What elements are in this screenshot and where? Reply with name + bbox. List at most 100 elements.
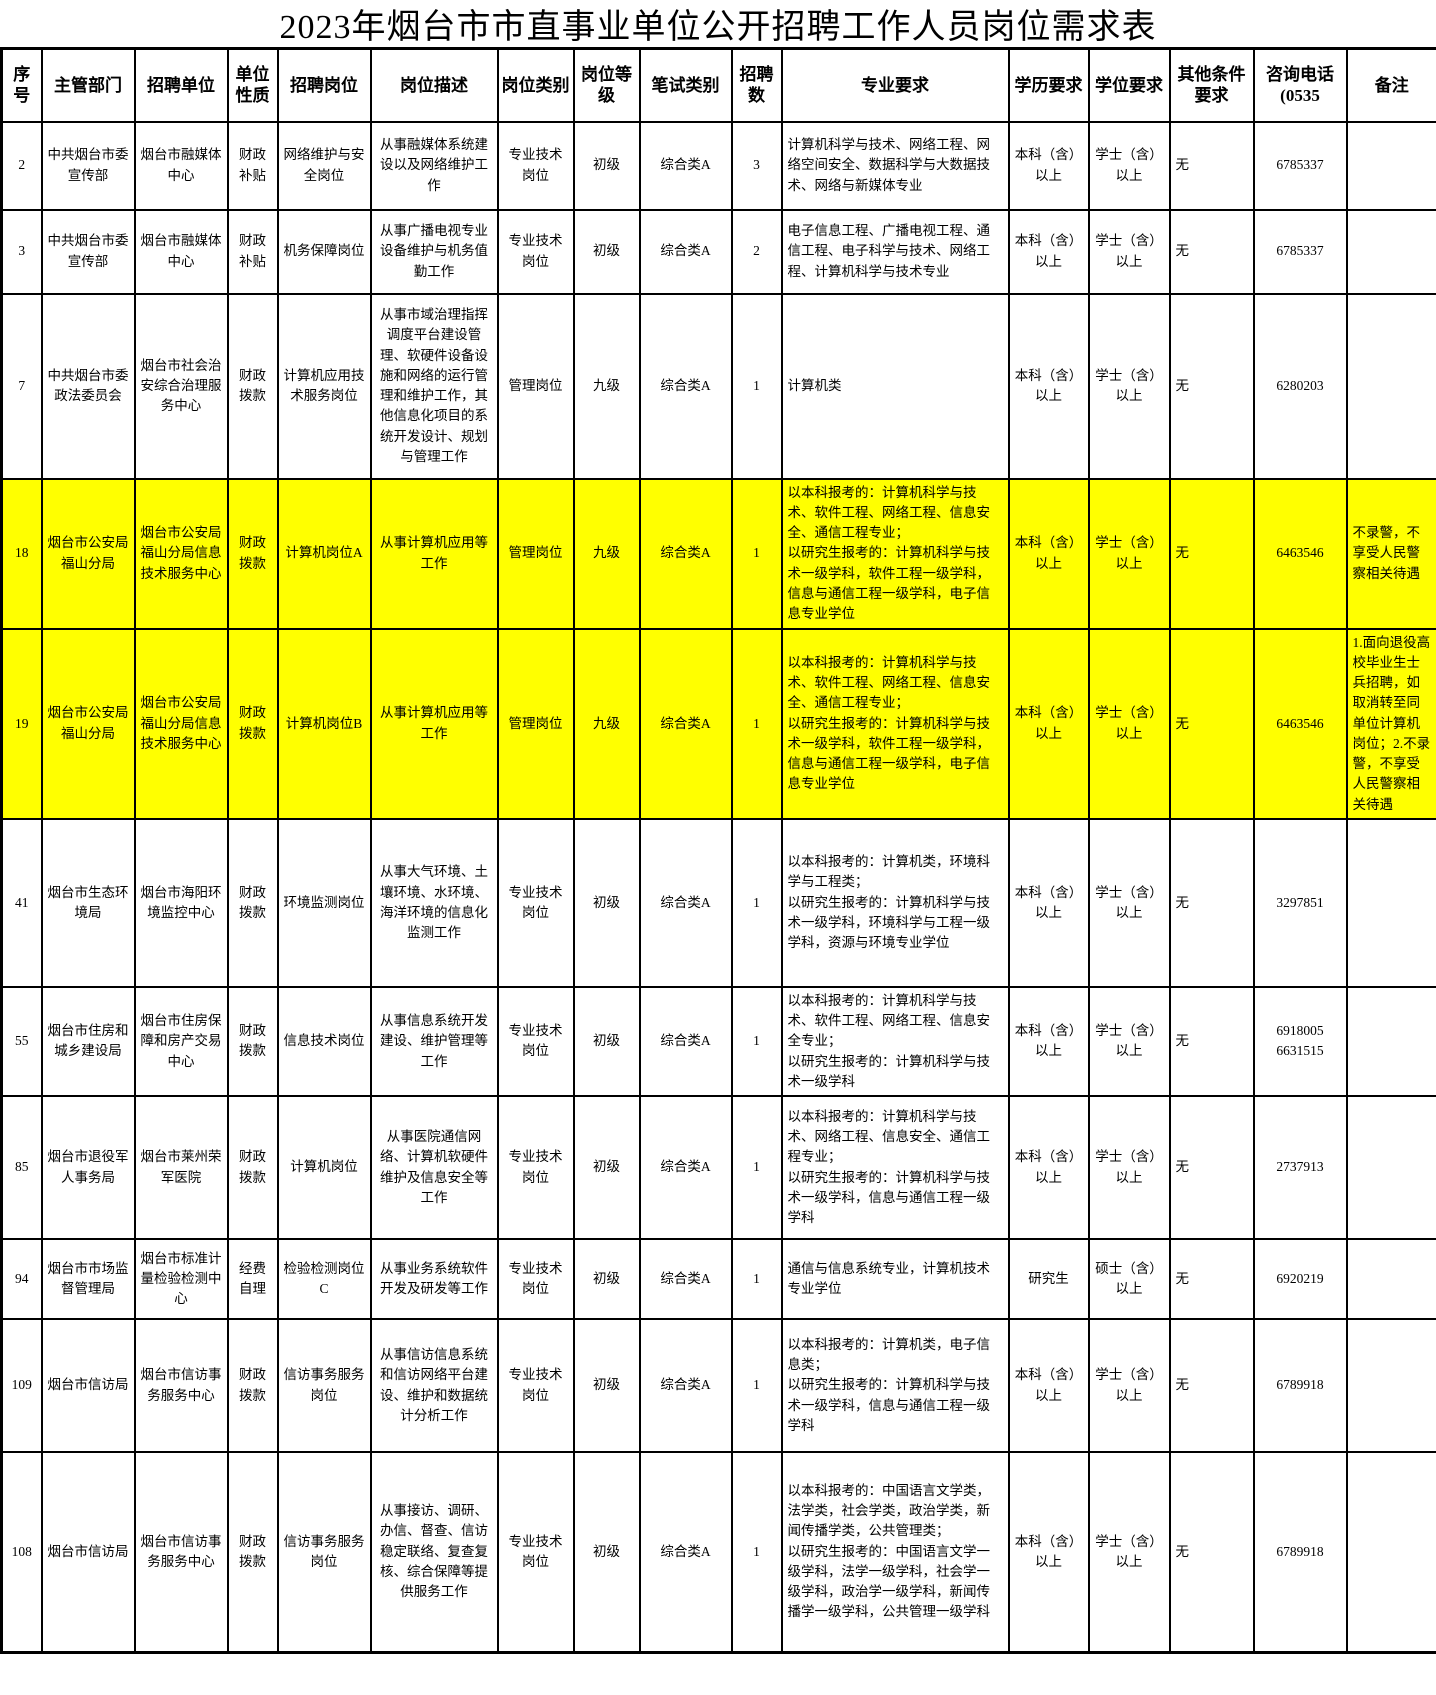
cell-position: 网络维护与安全岗位 [276,120,372,211]
cell-level: 九级 [572,292,641,480]
column-header-unit-type: 单位性质 [226,47,279,123]
cell-remark [1345,292,1436,480]
cell-description: 从事融媒体系统建设以及网络维护工作 [369,120,499,211]
cell-count: 1 [730,985,783,1098]
table-row: 41 烟台市生态环境局 烟台市海阳环境监控中心 财政拨款 环境监测岗位 从事大气环境、土壤… [0,817,1436,988]
table-row: 94 烟台市市场监督管理局 烟台市标准计量检验检测中心 经费自理 检验检测岗位C 从事业务… [0,1238,1436,1320]
cell-unit-type: 财政拨款 [226,1451,279,1653]
cell-category: 管理岗位 [496,292,575,480]
cell-remark [1345,985,1436,1098]
cell-phone: 3297851 [1252,817,1348,988]
table-row: 3 中共烟台市委宣传部 烟台市融媒体中心 财政补贴 机务保障岗位 从事广播电视专业设备维护… [0,208,1436,295]
column-header-description: 岗位描述 [369,47,499,123]
cell-position: 环境监测岗位 [276,817,372,988]
cell-seq: 94 [0,1238,43,1320]
cell-department: 烟台市生态环境局 [40,817,136,988]
cell-unit-type: 财政补贴 [226,120,279,211]
cell-level: 初级 [572,208,641,295]
cell-unit: 烟台市融媒体中心 [133,120,229,211]
cell-other-req: 无 [1168,208,1255,295]
cell-category: 专业技术岗位 [496,1451,575,1653]
cell-description: 从事计算机应用等工作 [369,627,499,820]
cell-exam-type: 综合类A [638,208,733,295]
cell-other-req: 无 [1168,817,1255,988]
table-row: 85 烟台市退役军人事务局 烟台市莱州荣军医院 财政拨款 计算机岗位 从事医院通信网络、计… [0,1095,1436,1240]
cell-edu-req: 本科（含）以上 [1007,627,1090,820]
cell-unit-type: 财政拨款 [226,1095,279,1240]
cell-position: 信访事务服务岗位 [276,1451,372,1653]
column-header-position: 招聘岗位 [276,47,372,123]
cell-description: 从事医院通信网络、计算机软硬件维护及信息安全等工作 [369,1095,499,1240]
cell-other-req: 无 [1168,1095,1255,1240]
cell-category: 专业技术岗位 [496,1238,575,1320]
cell-seq: 7 [0,292,43,480]
cell-department: 烟台市市场监督管理局 [40,1238,136,1320]
cell-unit: 烟台市社会治安综合治理服务中心 [133,292,229,480]
cell-unit: 烟台市住房保障和房产交易中心 [133,985,229,1098]
table-row: 55 烟台市住房和城乡建设局 烟台市住房保障和房产交易中心 财政拨款 信息技术岗位 从事信… [0,985,1436,1098]
cell-seq: 55 [0,985,43,1098]
cell-category: 管理岗位 [496,477,575,630]
cell-unit-type: 财政补贴 [226,208,279,295]
cell-unit: 烟台市莱州荣军医院 [133,1095,229,1240]
cell-edu-req: 本科（含）以上 [1007,208,1090,295]
column-header-unit: 招聘单位 [133,47,229,123]
cell-level: 初级 [572,1095,641,1240]
cell-edu-req: 本科（含）以上 [1007,1095,1090,1240]
recruitment-table: 序号 主管部门 招聘单位 单位性质 招聘岗位 岗位描述 岗位类别 岗位等级 笔试类别 招聘数 专业要… [0,47,1436,1654]
cell-count: 1 [730,292,783,480]
column-header-seq: 序号 [0,47,43,123]
cell-edu-req: 本科（含）以上 [1007,477,1090,630]
cell-unit-type: 财政拨款 [226,817,279,988]
cell-count: 1 [730,1238,783,1320]
cell-phone: 6789918 [1252,1451,1348,1653]
table-header: 序号 主管部门 招聘单位 单位性质 招聘岗位 岗位描述 岗位类别 岗位等级 笔试类别 招聘数 专业要… [0,47,1436,123]
cell-phone: 6463546 [1252,627,1348,820]
cell-edu-req: 本科（含）以上 [1007,292,1090,480]
cell-remark: 不录警，不享受人民警察相关待遇 [1345,477,1436,630]
cell-seq: 85 [0,1095,43,1240]
cell-level: 初级 [572,1318,641,1453]
cell-phone: 6280203 [1252,292,1348,480]
cell-category: 专业技术岗位 [496,817,575,988]
column-header-exam-type: 笔试类别 [638,47,733,123]
cell-seq: 108 [0,1451,43,1653]
cell-unit: 烟台市标准计量检验检测中心 [133,1238,229,1320]
cell-exam-type: 综合类A [638,1238,733,1320]
cell-level: 初级 [572,985,641,1098]
cell-count: 1 [730,627,783,820]
cell-unit: 烟台市信访事务服务中心 [133,1318,229,1453]
cell-degree-req: 学士（含）以上 [1087,120,1171,211]
cell-count: 1 [730,477,783,630]
cell-edu-req: 本科（含）以上 [1007,1451,1090,1653]
cell-remark [1345,208,1436,295]
cell-seq: 18 [0,477,43,630]
cell-other-req: 无 [1168,627,1255,820]
cell-unit-type: 财政拨款 [226,985,279,1098]
cell-major-req: 以本科报考的：计算机科学与技术、软件工程、网络工程、信息安全专业； 以研究生报考… [780,985,1010,1098]
table-row: 108 烟台市信访局 烟台市信访事务服务中心 财政拨款 信访事务服务岗位 从事接访、调研、… [0,1451,1436,1653]
cell-edu-req: 本科（含）以上 [1007,817,1090,988]
column-header-major-req: 专业要求 [780,47,1010,123]
cell-unit-type: 经费自理 [226,1238,279,1320]
cell-degree-req: 硕士（含）以上 [1087,1238,1171,1320]
cell-description: 从事大气环境、土壤环境、水环境、海洋环境的信息化监测工作 [369,817,499,988]
table-row: 19 烟台市公安局福山分局 烟台市公安局福山分局信息技术服务中心 财政拨款 计算机岗位B… [0,627,1436,820]
cell-exam-type: 综合类A [638,120,733,211]
cell-degree-req: 学士（含）以上 [1087,477,1171,630]
cell-other-req: 无 [1168,1238,1255,1320]
table-row: 7 中共烟台市委政法委员会 烟台市社会治安综合治理服务中心 财政拨款 计算机应用技术服务… [0,292,1436,480]
cell-seq: 2 [0,120,43,211]
cell-major-req: 通信与信息系统专业，计算机技术专业学位 [780,1238,1010,1320]
cell-remark [1345,817,1436,988]
cell-remark [1345,1095,1436,1240]
cell-department: 烟台市退役军人事务局 [40,1095,136,1240]
cell-unit: 烟台市海阳环境监控中心 [133,817,229,988]
cell-level: 初级 [572,1238,641,1320]
cell-seq: 3 [0,208,43,295]
cell-phone: 6785337 [1252,120,1348,211]
cell-unit-type: 财政拨款 [226,627,279,820]
page-title: 2023年烟台市市直事业单位公开招聘工作人员岗位需求表 [279,9,1157,46]
table-row: 109 烟台市信访局 烟台市信访事务服务中心 财政拨款 信访事务服务岗位 从事信访信息系统… [0,1318,1436,1453]
column-header-edu-req: 学历要求 [1007,47,1090,123]
